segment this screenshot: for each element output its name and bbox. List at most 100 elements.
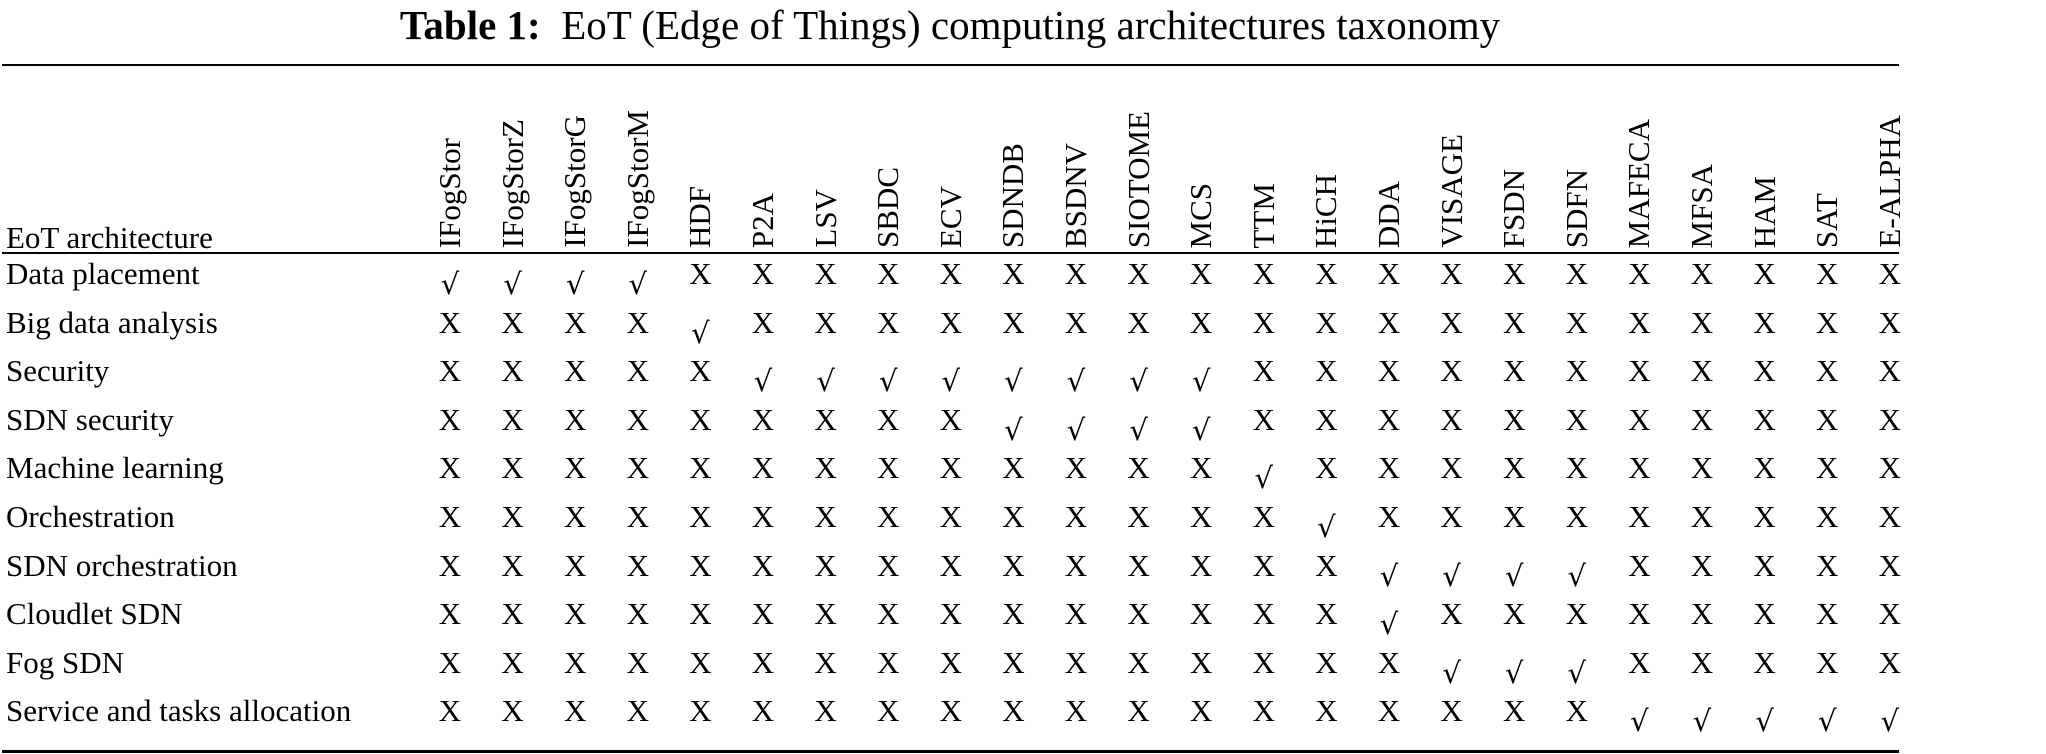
cross-mark-cell: X — [1502, 304, 1526, 340]
cross-mark-cell: X — [1878, 304, 1901, 340]
column-header-label: IFogStorM — [619, 110, 655, 248]
column-header: MAFECA — [1621, 86, 1657, 248]
cross-mark-cell: X — [1878, 450, 1901, 486]
check-mark-cell: √ — [1066, 364, 1086, 399]
cross-mark-cell: X — [1628, 353, 1651, 389]
column-header-label: SIOTOME — [1120, 110, 1156, 248]
cross-mark-cell: X — [1252, 353, 1275, 389]
cross-mark-cell: X — [1753, 256, 1776, 291]
cross-mark-cell: X — [1878, 547, 1901, 583]
cross-mark-cell: X — [501, 596, 524, 632]
column-header: SDFN — [1559, 86, 1595, 248]
cross-mark-cell: X — [1002, 256, 1025, 291]
column-header-label: SBDC — [870, 167, 906, 248]
cross-mark-cell: X — [626, 596, 649, 632]
column-header: SBDC — [870, 86, 906, 248]
cross-mark-cell: X — [751, 256, 775, 291]
cross-mark-cell: X — [1315, 547, 1338, 583]
cross-mark-cell: X — [1252, 304, 1275, 340]
cross-mark-cell: X — [1440, 499, 1463, 534]
cross-mark-cell: X — [1252, 693, 1275, 729]
check-mark-cell: √ — [1254, 461, 1274, 496]
check-mark-cell: √ — [1191, 412, 1211, 447]
table-caption: Table 1: EoT (Edge of Things) computing … — [0, 0, 1900, 50]
cross-mark-cell: X — [1628, 401, 1651, 437]
table-header-rule — [2, 252, 1899, 254]
column-header: IFogStorZ — [495, 86, 531, 248]
cross-mark-cell: X — [814, 644, 837, 680]
cross-mark-cell: X — [563, 499, 587, 534]
cross-mark-cell: X — [1565, 596, 1588, 632]
cross-mark-cell: X — [1628, 304, 1651, 340]
cross-mark-cell: X — [626, 450, 649, 486]
cross-mark-cell: X — [1377, 693, 1401, 729]
cross-mark-cell: X — [1189, 256, 1213, 291]
column-header-label: LSV — [807, 189, 843, 248]
cross-mark-cell: X — [1690, 450, 1714, 486]
caption-text: EoT (Edge of Things) computing architect… — [561, 2, 1501, 48]
cross-mark-cell: X — [1753, 596, 1776, 632]
row-label: Orchestration — [6, 499, 175, 534]
cross-mark-cell: X — [626, 644, 649, 680]
cross-mark-cell: X — [876, 547, 900, 583]
row-label: Service and tasks allocation — [6, 693, 352, 729]
column-header-label: HDF — [682, 185, 718, 248]
column-header-label: MFSA — [1684, 163, 1719, 248]
cross-mark-cell: X — [1440, 401, 1463, 437]
cross-mark-cell: X — [563, 644, 587, 680]
column-header-label: SDNDB — [995, 142, 1031, 248]
cross-mark-cell: X — [1565, 499, 1588, 534]
column-header-label: IFogStorZ — [494, 118, 530, 248]
cross-mark-cell: X — [689, 547, 712, 583]
cross-mark-cell: X — [501, 693, 524, 729]
cross-mark-cell: X — [814, 547, 837, 583]
cross-mark-cell: X — [876, 401, 900, 437]
cross-mark-cell: X — [1753, 499, 1776, 534]
column-header-label: TTM — [1245, 182, 1281, 248]
check-mark-cell: √ — [1442, 558, 1461, 593]
check-mark-cell: √ — [1755, 704, 1774, 739]
column-header-label: SAT — [1809, 192, 1845, 248]
cross-mark-cell: X — [1315, 353, 1338, 389]
cross-mark-cell: X — [1127, 693, 1150, 729]
cross-mark-cell: X — [1252, 401, 1275, 437]
cross-mark-cell: X — [1815, 499, 1839, 534]
cross-mark-cell: X — [501, 644, 524, 680]
column-header-label: FSDN — [1496, 168, 1532, 248]
cross-mark-cell: X — [1690, 401, 1714, 437]
check-mark-cell: √ — [1442, 655, 1461, 690]
cross-mark-cell: X — [1002, 499, 1025, 534]
cross-mark-cell: X — [1628, 256, 1651, 291]
cross-mark-cell: X — [689, 596, 712, 632]
cross-mark-cell: X — [438, 450, 462, 486]
cross-mark-cell: X — [814, 256, 837, 291]
check-mark-cell: √ — [878, 364, 898, 399]
cross-mark-cell: X — [1565, 401, 1588, 437]
cross-mark-cell: X — [626, 304, 649, 340]
column-header-label: IFogStor — [432, 137, 467, 248]
cross-mark-cell: X — [1127, 304, 1150, 340]
column-header-label: ECV — [932, 186, 968, 248]
cross-mark-cell: X — [1628, 499, 1651, 534]
cross-mark-cell: X — [438, 401, 462, 437]
check-mark-cell: √ — [1129, 412, 1148, 447]
cross-mark-cell: X — [1189, 499, 1213, 534]
cross-mark-cell: X — [1064, 450, 1088, 486]
check-mark-cell: √ — [440, 267, 460, 301]
cross-mark-cell: X — [1315, 256, 1338, 291]
cross-mark-cell: X — [1878, 401, 1901, 437]
column-header-label: HAM — [1746, 175, 1782, 248]
column-header-label: E-ALPHA — [1871, 115, 1907, 248]
cross-mark-cell: X — [1127, 450, 1150, 486]
cross-mark-cell: X — [1565, 450, 1588, 486]
column-header-label: MCS — [1183, 182, 1219, 248]
cross-mark-cell: X — [1815, 256, 1839, 291]
cross-mark-cell: X — [1064, 693, 1088, 729]
column-header-label: MAFECA — [1621, 118, 1657, 248]
check-mark-cell: √ — [503, 267, 522, 301]
cross-mark-cell: X — [438, 353, 462, 389]
check-mark-cell: √ — [1191, 364, 1211, 399]
cross-mark-cell: X — [1189, 450, 1213, 486]
cross-mark-cell: X — [1189, 304, 1213, 340]
check-mark-cell: √ — [1692, 704, 1712, 739]
